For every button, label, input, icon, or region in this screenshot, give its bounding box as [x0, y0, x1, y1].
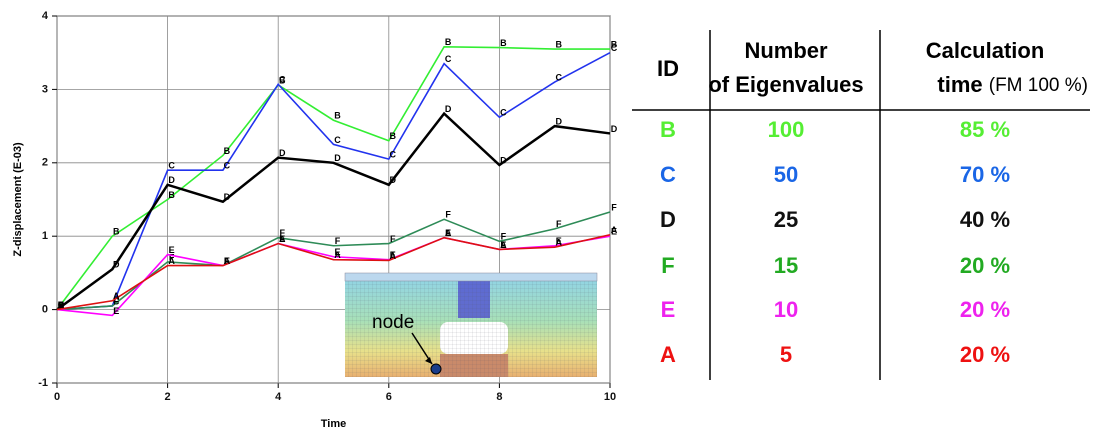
- point-marker: F: [335, 236, 341, 246]
- x-tick-label: 6: [386, 391, 392, 403]
- point-marker: C: [445, 54, 452, 64]
- point-marker: D: [279, 148, 286, 158]
- table-cell: D: [660, 207, 676, 232]
- y-tick-label: 1: [42, 230, 48, 242]
- point-marker: A: [445, 228, 452, 238]
- inset-image: node: [345, 273, 597, 377]
- point-marker: B: [555, 39, 562, 49]
- point-marker: B: [168, 190, 175, 200]
- table-cell: 25: [774, 207, 798, 232]
- table-cell: 40 %: [960, 207, 1010, 232]
- y-tick-label: 0: [42, 304, 48, 316]
- point-marker: F: [611, 202, 617, 212]
- point-marker: C: [224, 161, 231, 171]
- point-marker: D: [445, 104, 452, 114]
- annotation: node: [372, 312, 414, 333]
- point-marker: A: [390, 251, 397, 261]
- table-cell: 20 %: [960, 297, 1010, 322]
- x-tick-label: 2: [165, 391, 171, 403]
- column-header: ID: [657, 56, 679, 81]
- point-marker: D: [555, 116, 562, 126]
- x-tick-label: 8: [496, 391, 502, 403]
- table-cell: 100: [768, 117, 805, 142]
- table-cell: B: [660, 117, 676, 142]
- x-tick-label: 10: [604, 391, 616, 403]
- point-marker: A: [555, 238, 562, 248]
- point-marker: D: [168, 175, 175, 185]
- y-tick-label: 4: [42, 10, 49, 22]
- point-marker: A: [224, 256, 231, 266]
- y-axis-label: Z-displacement (E-03): [12, 142, 24, 257]
- point-marker: B: [445, 37, 452, 47]
- point-marker: C: [334, 135, 341, 145]
- point-marker: F: [556, 219, 562, 229]
- point-marker: D: [113, 260, 120, 270]
- header-word: time: [937, 72, 988, 97]
- x-axis-label: Time: [321, 418, 346, 430]
- point-marker: C: [168, 161, 175, 171]
- table-cell: 50: [774, 162, 798, 187]
- point-marker: A: [611, 225, 618, 235]
- point-marker: C: [279, 75, 286, 85]
- point-marker: A: [334, 250, 341, 260]
- y-tick-label: -1: [38, 377, 48, 389]
- table-cell: E: [661, 297, 676, 322]
- point-marker: E: [169, 245, 175, 255]
- x-tick-label: 4: [275, 391, 282, 403]
- point-marker: B: [224, 146, 231, 156]
- point-marker: C: [611, 43, 618, 53]
- table-cell: 5: [780, 342, 792, 367]
- point-marker: A: [500, 240, 507, 250]
- table-cell: F: [661, 253, 674, 278]
- table-cell: 20 %: [960, 342, 1010, 367]
- page: {"chart_data": {"type": "line", "x_label…: [0, 0, 1095, 432]
- point-marker: A: [58, 300, 65, 310]
- point-marker: B: [390, 131, 397, 141]
- y-tick-label: 2: [42, 157, 48, 169]
- point-marker: E: [113, 306, 119, 316]
- point-marker: B: [113, 227, 120, 237]
- point-marker: A: [279, 234, 286, 244]
- point-marker: D: [224, 192, 231, 202]
- x-tick-label: 0: [54, 391, 60, 403]
- point-marker: D: [334, 153, 341, 163]
- point-marker: C: [500, 108, 507, 118]
- point-marker: B: [500, 38, 507, 48]
- column-header-note: time (FM 100 %): [937, 72, 1088, 97]
- table-cell: 15: [774, 253, 798, 278]
- point-marker: A: [168, 256, 175, 266]
- point-marker: A: [113, 291, 120, 301]
- note: (FM 100 %): [989, 75, 1088, 96]
- point-marker: B: [334, 111, 341, 121]
- point-marker: D: [390, 175, 397, 185]
- table-cell: 20 %: [960, 253, 1010, 278]
- point-marker: F: [390, 234, 396, 244]
- table-cell: 85 %: [960, 117, 1010, 142]
- table-cell: A: [660, 342, 676, 367]
- table-cell: C: [660, 162, 676, 187]
- table-cell: 10: [774, 297, 798, 322]
- point-marker: C: [390, 150, 397, 160]
- point-marker: D: [500, 155, 507, 165]
- column-header: Calculation: [926, 38, 1045, 63]
- point-marker: D: [611, 124, 618, 134]
- point-marker: F: [445, 210, 451, 220]
- point-marker: C: [555, 72, 562, 82]
- table-cell: 70 %: [960, 162, 1010, 187]
- y-tick-label: 3: [42, 83, 48, 95]
- figure: 0 2 4 6 8 10 -1 0 1 2 3 4 Time Z-displacement (E-03) B…: [0, 0, 1095, 432]
